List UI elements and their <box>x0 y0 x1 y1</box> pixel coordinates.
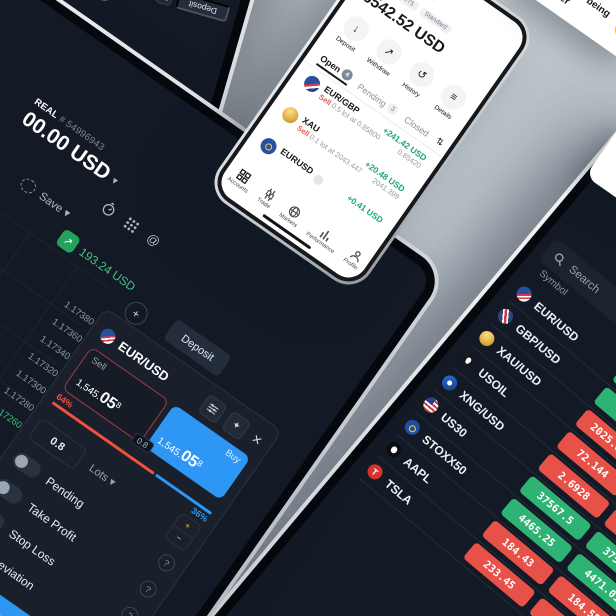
details-action[interactable]: ≡ Details <box>431 79 472 123</box>
search-input[interactable]: Search <box>538 237 616 427</box>
help-icon[interactable]: ? <box>117 603 142 616</box>
partner-toast-card[interactable]: The perk of being a partner ✕ <box>514 0 616 63</box>
globe-icon <box>288 206 300 218</box>
help-icon[interactable]: ? <box>154 551 179 575</box>
timer-icon[interactable] <box>99 199 120 220</box>
stop-loss-toggle[interactable] <box>0 501 8 534</box>
chevron-down-icon: ▾ <box>431 0 438 3</box>
bar-chart-icon <box>319 230 330 242</box>
symbol-flag-icon <box>383 439 405 461</box>
close-icon[interactable]: ✕ <box>248 431 265 449</box>
eurusd-flag-icon <box>97 325 119 347</box>
save-dropdown[interactable]: Save ▾ <box>36 190 73 221</box>
sliders-icon <box>206 403 219 415</box>
nav-trade[interactable]: Trade <box>255 185 279 210</box>
sliders-icon <box>160 0 169 1</box>
indicators-icon-button[interactable] <box>197 393 228 425</box>
trading-tablet-bezel: REAL # 54996943 00.00 USD▾ @ Save ▾ ↗ <box>0 0 447 616</box>
position-pl: +0.41 USD <box>345 192 386 226</box>
eurgbp-flag-icon <box>300 72 324 96</box>
market-tablet-bezel: Search Symbol EUR/USD GBP/USD 1.272 <box>64 110 616 616</box>
person-icon <box>349 250 361 263</box>
deposit-action[interactable]: ↓ Deposit <box>333 11 374 54</box>
sell-label: Sell <box>89 355 109 374</box>
market-tablet: Search Symbol EUR/USD GBP/USD 1.272 <box>59 105 616 616</box>
lots-dropdown[interactable]: Lots ▾ <box>86 462 118 490</box>
pending-toggle[interactable] <box>9 449 45 481</box>
symbol-flag-icon <box>401 416 423 438</box>
phone: 00000002▾ Real MT5 Standard 6542.52 USD … <box>204 0 540 295</box>
search-placeholder: Search <box>566 263 603 296</box>
symbol-list: EUR/USD GBP/USD 1.272 XAU/USD 2025.835 <box>359 278 616 616</box>
pending-count-badge: 3 <box>385 101 401 117</box>
eur-flag-icon <box>257 135 280 158</box>
nav-performance[interactable]: Performance <box>305 220 344 255</box>
chevron-down-icon: ▾ <box>60 207 73 221</box>
nav-profile[interactable]: Profile <box>342 246 367 272</box>
history-action[interactable]: ↺ History <box>399 57 440 100</box>
deposit-button[interactable]: Deposit <box>175 0 231 24</box>
chevron-down-icon: ▾ <box>110 175 120 187</box>
order-panel-header: EUR/USD ✦ ✕ <box>96 323 268 452</box>
help-icon[interactable]: ? <box>136 577 160 601</box>
grouped-positions-badge <box>311 172 326 187</box>
accounts-grid-icon <box>235 168 252 185</box>
symbol-flag-icon <box>439 372 461 394</box>
indicators-icon-button[interactable] <box>154 0 175 7</box>
arrow-up-right-icon: ↗ <box>54 228 82 255</box>
symbol-flag-icon <box>494 305 517 327</box>
toast-text: The perk of being a partner <box>530 0 616 34</box>
support-icon[interactable]: @ <box>143 230 164 250</box>
symbol-flag-icon <box>420 394 442 416</box>
search-icon <box>555 252 564 266</box>
buy-label: Buy <box>222 447 243 466</box>
take-profit-toggle[interactable] <box>0 475 26 507</box>
order-panel: EUR/USD ✦ ✕ Sell 1,545.058 0.8 <box>0 307 283 616</box>
symbol-flag-icon <box>513 283 535 305</box>
phone-screen: 00000002▾ Real MT5 Standard 6542.52 USD … <box>214 0 530 285</box>
layout-row: Save ▾ <box>17 175 74 221</box>
tab-closed[interactable]: Closed <box>402 114 432 139</box>
open-count-badge: 4 <box>339 67 355 83</box>
symbol-flag-icon <box>364 461 386 483</box>
chart-style-icon-button[interactable]: ✦ <box>134 0 155 1</box>
withdraw-action[interactable]: ↗ Withdraw <box>365 34 407 78</box>
chevron-down-icon: ▾ <box>106 476 118 490</box>
nav-accounts[interactable]: Accounts <box>226 165 257 195</box>
bottom-nav: Accounts Trade Markets Performance <box>221 161 372 275</box>
position-symbol: EURUSD <box>278 146 316 177</box>
chart-style-icon-button[interactable]: ✦ <box>221 410 252 441</box>
sun-emoji-icon <box>611 18 616 43</box>
trading-tablet-screen: REAL # 54996943 00.00 USD▾ @ Save ▾ ↗ <box>0 0 434 616</box>
symbol-flag-icon <box>457 350 479 372</box>
sort-icon[interactable]: ⇅ <box>433 135 446 148</box>
nav-markets[interactable]: Markets <box>278 201 306 229</box>
market-tablet-screen: Search Symbol EUR/USD GBP/USD 1.272 <box>77 123 616 616</box>
trading-tablet: REAL # 54996943 00.00 USD▾ @ Save ▾ ↗ <box>0 0 452 616</box>
chart-toolbar: @ <box>99 199 163 250</box>
candles-icon <box>263 188 276 201</box>
grid-apps-icon[interactable] <box>122 215 141 234</box>
symbol-flag-icon <box>476 327 498 350</box>
phone-bezel: 00000002▾ Real MT5 Standard 6542.52 USD … <box>208 0 536 291</box>
gold-icon <box>279 103 302 127</box>
lasso-select-icon[interactable] <box>17 175 39 197</box>
